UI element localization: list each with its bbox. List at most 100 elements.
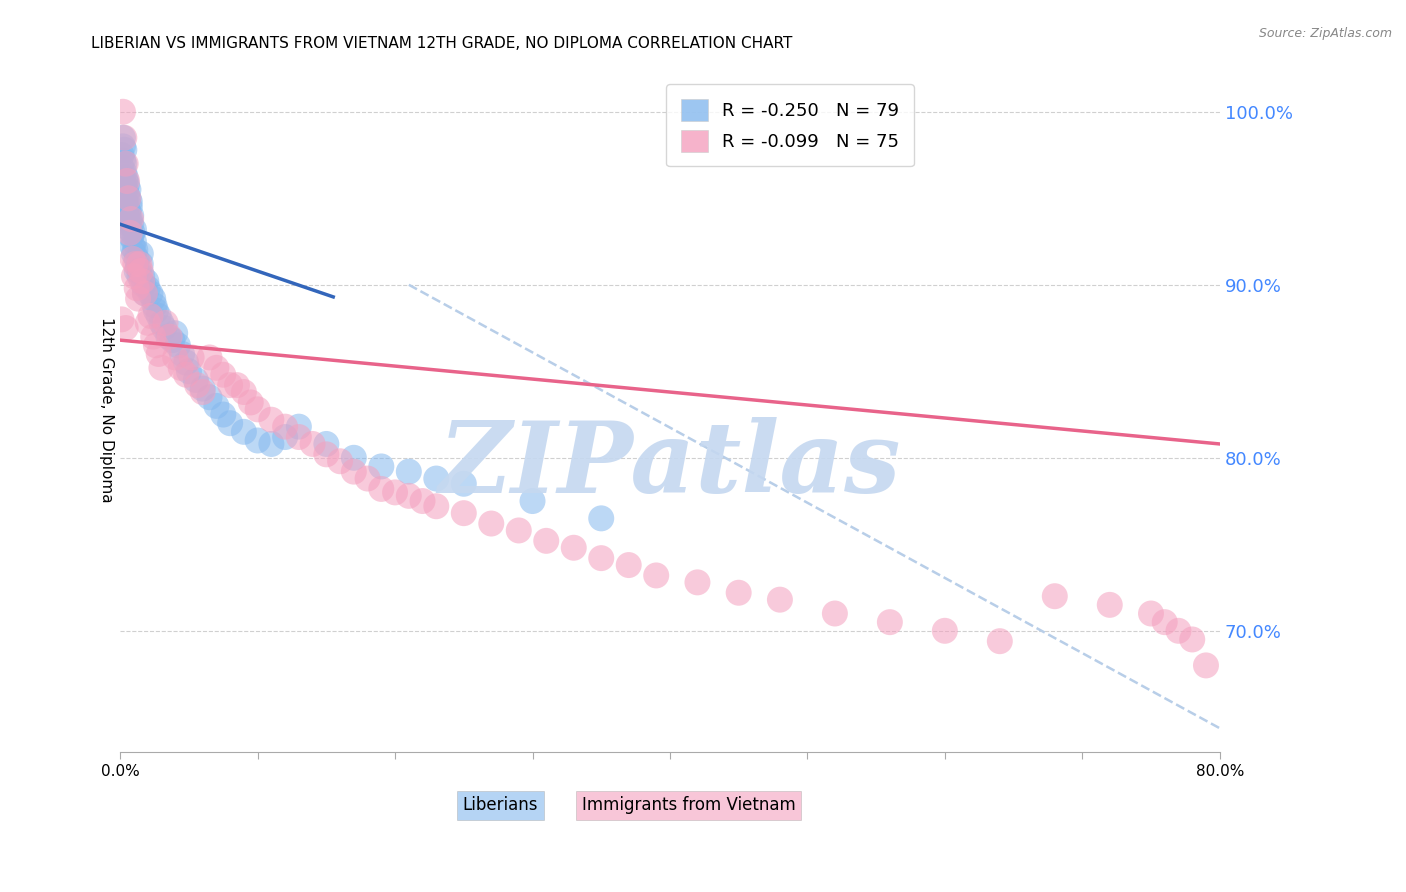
Point	[1098, 598, 1121, 612]
Text: Source: ZipAtlas.com: Source: ZipAtlas.com	[1258, 27, 1392, 40]
Point	[165, 326, 187, 341]
Point	[219, 378, 242, 392]
Legend: R = -0.250   N = 79, R = -0.099   N = 75: R = -0.250 N = 79, R = -0.099 N = 75	[666, 85, 914, 166]
Point	[118, 222, 141, 236]
Point	[114, 183, 136, 197]
Point	[159, 329, 181, 343]
Point	[142, 292, 165, 306]
Point	[139, 309, 162, 323]
Point	[121, 240, 143, 254]
Point	[111, 130, 134, 145]
Point	[143, 299, 166, 313]
Point	[114, 321, 136, 335]
Point	[425, 471, 447, 485]
Point	[145, 338, 167, 352]
Point	[139, 286, 162, 301]
Point	[239, 395, 262, 409]
Point	[591, 511, 613, 525]
Point	[129, 264, 152, 278]
Point	[686, 575, 709, 590]
Point	[111, 153, 134, 168]
Point	[118, 212, 141, 227]
Point	[274, 419, 297, 434]
Point	[246, 402, 269, 417]
Point	[117, 217, 139, 231]
Point	[288, 430, 311, 444]
Point	[453, 506, 475, 520]
Point	[121, 252, 143, 266]
Point	[301, 437, 323, 451]
Point	[118, 194, 141, 209]
Point	[150, 360, 173, 375]
Point	[112, 156, 135, 170]
Point	[508, 524, 530, 538]
Point	[128, 257, 150, 271]
Point	[122, 269, 145, 284]
Point	[174, 368, 197, 382]
Point	[120, 209, 142, 223]
Point	[198, 390, 221, 404]
Point	[727, 586, 749, 600]
Point	[114, 156, 136, 170]
Point	[398, 465, 420, 479]
Point	[145, 303, 167, 318]
Point	[124, 257, 146, 271]
Point	[315, 447, 337, 461]
Point	[398, 489, 420, 503]
Point	[260, 413, 283, 427]
Point	[115, 174, 138, 188]
Point	[562, 541, 585, 555]
Point	[479, 516, 502, 531]
Point	[370, 459, 392, 474]
Point	[117, 183, 139, 197]
Point	[122, 246, 145, 260]
Text: ZIPatlas: ZIPatlas	[439, 417, 901, 513]
Point	[274, 430, 297, 444]
Point	[134, 286, 156, 301]
Point	[343, 450, 366, 465]
Point	[115, 209, 138, 223]
Point	[117, 205, 139, 219]
Point	[115, 200, 138, 214]
Point	[112, 130, 135, 145]
Point	[170, 347, 193, 361]
Point	[1167, 624, 1189, 638]
Point	[186, 378, 208, 392]
Point	[453, 476, 475, 491]
Point	[122, 235, 145, 249]
Text: Liberians: Liberians	[463, 797, 538, 814]
Point	[246, 434, 269, 448]
Point	[110, 312, 132, 326]
Point	[198, 351, 221, 365]
Y-axis label: 12th Grade, No Diploma: 12th Grade, No Diploma	[100, 318, 114, 503]
Point	[191, 385, 214, 400]
Point	[879, 615, 901, 629]
Text: Immigrants from Vietnam: Immigrants from Vietnam	[582, 797, 796, 814]
Point	[132, 277, 155, 292]
Point	[110, 160, 132, 174]
Point	[112, 178, 135, 192]
Point	[232, 425, 254, 439]
Point	[288, 419, 311, 434]
Point	[114, 174, 136, 188]
Point	[174, 356, 197, 370]
Point	[127, 292, 149, 306]
Point	[177, 364, 200, 378]
Point	[135, 274, 157, 288]
Text: LIBERIAN VS IMMIGRANTS FROM VIETNAM 12TH GRADE, NO DIPLOMA CORRELATION CHART: LIBERIAN VS IMMIGRANTS FROM VIETNAM 12TH…	[91, 36, 793, 51]
Point	[226, 378, 249, 392]
Point	[315, 437, 337, 451]
Point	[260, 437, 283, 451]
Point	[180, 351, 202, 365]
Point	[131, 269, 153, 284]
Point	[127, 260, 149, 275]
Point	[122, 222, 145, 236]
Point	[329, 454, 352, 468]
Point	[184, 373, 207, 387]
Point	[1181, 632, 1204, 647]
Point	[120, 217, 142, 231]
Point	[120, 229, 142, 244]
Point	[1043, 589, 1066, 603]
Point	[112, 143, 135, 157]
Point	[120, 212, 142, 227]
